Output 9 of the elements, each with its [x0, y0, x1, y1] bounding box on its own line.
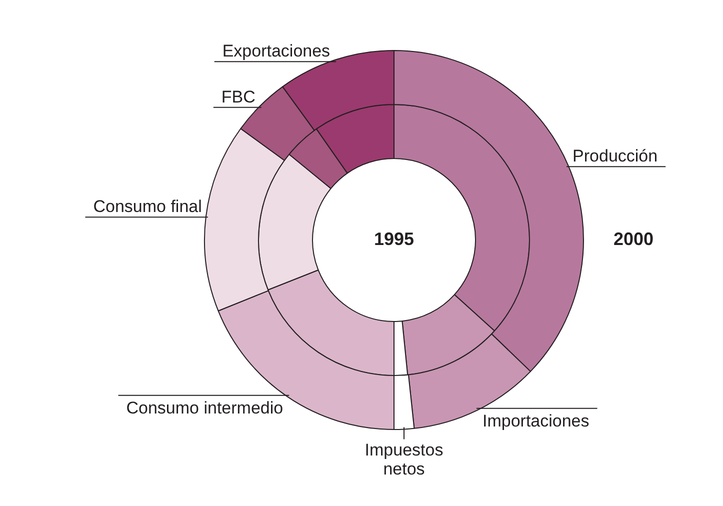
- slice-label: Consumo final: [93, 197, 202, 216]
- slice-label: Importaciones: [482, 412, 590, 431]
- slice-label: Exportaciones: [222, 42, 330, 61]
- legend-label: Impuestos netos: [364, 440, 444, 478]
- slice-label: 2000: [614, 228, 654, 249]
- slice-label: FBC: [221, 87, 256, 106]
- slice-label: 1995: [374, 228, 414, 249]
- slice-label: Consumo intermedio: [126, 398, 284, 418]
- slice-label: Producción: [572, 146, 658, 166]
